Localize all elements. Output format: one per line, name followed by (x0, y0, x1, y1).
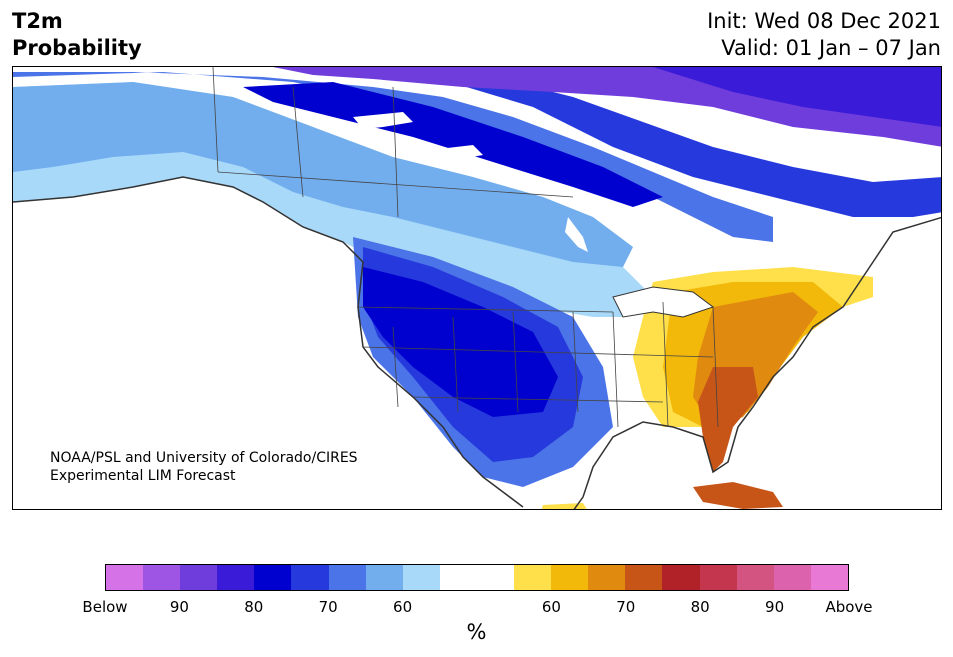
coastline-west (13, 176, 524, 508)
title-variable: T2m (12, 9, 63, 33)
coastline-east (573, 216, 941, 509)
colorbar-cell (588, 565, 626, 590)
region-dark-orange-cuba (693, 482, 783, 509)
colorbar-tick-label: Above (825, 598, 873, 616)
colorbar-cell (699, 565, 737, 590)
colorbar-tick-label: 80 (690, 598, 710, 616)
colorbar-tick-label: 80 (244, 598, 264, 616)
colorbar-cell (402, 565, 440, 590)
colorbar-cell (365, 565, 403, 590)
colorbar-cell (143, 565, 181, 590)
colorbar-tick-label: 90 (765, 598, 785, 616)
colorbar-tick-label: 60 (393, 598, 413, 616)
probability-map: NOAA/PSL and University of Colorado/CIRE… (12, 66, 942, 510)
colorbar-unit: % (466, 620, 487, 644)
colorbar-cell (551, 565, 589, 590)
valid-range: Valid: 01 Jan – 07 Jan (721, 36, 941, 60)
region-deep-blue-southwest (363, 267, 558, 417)
colorbar-tick-label: 90 (169, 598, 189, 616)
region-blue-north (133, 67, 941, 217)
title-type: Probability (12, 36, 142, 60)
lake-great-bear (353, 112, 413, 129)
credit-line2: Experimental LIM Forecast (50, 468, 236, 484)
colorbar-cell (106, 565, 144, 590)
map-title: T2m Probability (12, 8, 142, 62)
init-date: Init: Wed 08 Dec 2021 (707, 9, 941, 33)
colorbar-tick-label: 70 (616, 598, 636, 616)
colorbar-tick-label: 70 (318, 598, 338, 616)
colorbar-cell (476, 565, 515, 590)
colorbar-cell (773, 565, 811, 590)
colorbar-cell (328, 565, 366, 590)
colorbar-cell (736, 565, 774, 590)
colorbar-cell (625, 565, 663, 590)
colorbar-cell (514, 565, 552, 590)
region-deep-blue-north (243, 82, 663, 207)
lake-great-slave (413, 145, 483, 162)
region-light-blue (13, 82, 633, 267)
colorbar-cell (810, 565, 848, 590)
colorbar-cell (217, 565, 255, 590)
colorbar-cell (180, 565, 218, 590)
colorbar-cell (291, 565, 329, 590)
probability-colorbar (105, 564, 849, 591)
political-boundaries (212, 67, 719, 428)
colorbar-tick-label: Below (82, 598, 128, 616)
colorbar-labels: Below 90 80 70 60 60 70 80 90 Above (0, 598, 953, 618)
colorbar-cell (662, 565, 700, 590)
colorbar-cell (254, 565, 292, 590)
colorbar-cell (439, 565, 477, 590)
region-violet-arctic (653, 67, 941, 127)
lake-winnipeg (565, 217, 588, 252)
colorbar-tick-label: 60 (541, 598, 561, 616)
forecast-credit: NOAA/PSL and University of Colorado/CIRE… (50, 449, 358, 485)
region-dark-orange-southeast (698, 367, 758, 472)
credit-line1: NOAA/PSL and University of Colorado/CIRE… (50, 450, 358, 466)
forecast-dates: Init: Wed 08 Dec 2021 Valid: 01 Jan – 07… (707, 8, 941, 62)
map-canvas (13, 67, 941, 509)
